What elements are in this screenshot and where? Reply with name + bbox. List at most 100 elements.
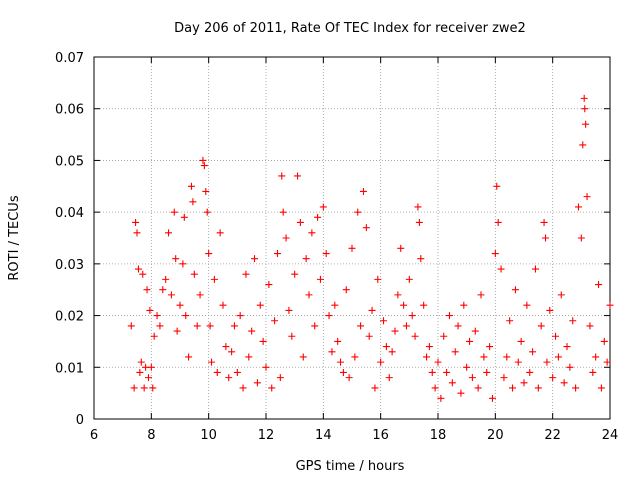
x-tick-label: 16 xyxy=(372,428,389,443)
x-axis-label: GPS time / hours xyxy=(296,459,405,474)
data-point xyxy=(233,368,241,376)
data-point xyxy=(359,187,367,195)
data-point xyxy=(582,120,590,128)
data-point xyxy=(245,353,253,361)
data-point xyxy=(471,327,479,335)
data-point xyxy=(170,208,178,216)
data-point xyxy=(377,358,385,366)
data-point xyxy=(460,301,468,309)
data-point xyxy=(606,301,614,309)
tick-layer: 6 8 10 12 14 16 18 20 22 24 0 0.01 0.02 0.03 0.04 0.05 0… xyxy=(55,51,618,443)
data-point xyxy=(299,353,307,361)
data-point xyxy=(196,291,204,299)
data-point xyxy=(509,384,517,392)
data-point xyxy=(520,379,528,387)
data-point xyxy=(572,384,580,392)
data-point xyxy=(420,301,428,309)
data-point xyxy=(319,203,327,211)
data-point xyxy=(405,275,413,283)
plot-frame xyxy=(93,56,611,420)
data-point xyxy=(314,213,322,221)
data-point xyxy=(159,286,167,294)
data-point xyxy=(408,312,416,320)
data-point xyxy=(144,374,152,382)
data-point xyxy=(511,286,519,294)
data-point xyxy=(477,291,485,299)
data-point xyxy=(517,337,525,345)
data-point xyxy=(497,265,505,273)
data-point xyxy=(448,379,456,387)
data-point xyxy=(414,203,422,211)
data-point xyxy=(190,270,198,278)
data-point xyxy=(483,368,491,376)
data-point xyxy=(285,306,293,314)
data-point xyxy=(325,312,333,320)
data-point xyxy=(276,374,284,382)
data-point xyxy=(185,353,193,361)
data-point xyxy=(451,348,459,356)
data-point xyxy=(311,322,319,330)
y-tick-label: 0.07 xyxy=(55,51,84,66)
data-point xyxy=(503,353,511,361)
data-point xyxy=(443,368,451,376)
data-point xyxy=(560,379,568,387)
data-point xyxy=(268,384,276,392)
data-point xyxy=(415,218,423,226)
data-point xyxy=(143,286,151,294)
data-point xyxy=(526,368,534,376)
data-point xyxy=(291,270,299,278)
x-tick-label: 22 xyxy=(544,428,561,443)
data-point xyxy=(331,301,339,309)
data-point xyxy=(494,218,502,226)
data-point xyxy=(265,281,273,289)
data-point xyxy=(187,182,195,190)
data-point xyxy=(134,265,142,273)
data-point xyxy=(523,301,531,309)
data-point xyxy=(385,374,393,382)
data-point xyxy=(156,322,164,330)
x-tick-label: 24 xyxy=(602,428,619,443)
data-point xyxy=(500,374,508,382)
data-point xyxy=(580,94,588,102)
data-point xyxy=(127,322,135,330)
y-tick-label: 0.06 xyxy=(55,103,84,118)
data-point xyxy=(595,281,603,289)
data-point xyxy=(488,394,496,402)
data-point xyxy=(230,322,238,330)
data-point xyxy=(228,348,236,356)
data-point xyxy=(242,270,250,278)
data-point xyxy=(537,322,545,330)
data-point xyxy=(202,187,210,195)
data-point xyxy=(368,306,376,314)
data-point xyxy=(388,348,396,356)
data-point xyxy=(543,358,551,366)
data-point xyxy=(493,182,501,190)
data-point xyxy=(434,358,442,366)
x-tick-label: 12 xyxy=(258,428,275,443)
data-point xyxy=(253,379,261,387)
x-tick-label: 14 xyxy=(315,428,332,443)
data-point xyxy=(133,229,141,237)
data-point xyxy=(146,306,154,314)
x-tick-label: 18 xyxy=(430,428,447,443)
data-point xyxy=(457,389,465,397)
data-point xyxy=(153,312,161,320)
data-point xyxy=(549,374,557,382)
data-point xyxy=(219,301,227,309)
data-point xyxy=(296,218,304,226)
data-point xyxy=(216,229,224,237)
data-point xyxy=(140,384,148,392)
data-point xyxy=(236,312,244,320)
data-point xyxy=(428,368,436,376)
data-point xyxy=(586,322,594,330)
grid xyxy=(94,57,610,419)
data-point xyxy=(354,208,362,216)
data-point xyxy=(205,250,213,258)
data-point xyxy=(534,384,542,392)
data-point xyxy=(357,322,365,330)
y-tick-label: 0.03 xyxy=(55,258,84,273)
data-point xyxy=(463,363,471,371)
data-point xyxy=(182,312,190,320)
data-point xyxy=(554,353,562,361)
data-point xyxy=(514,358,522,366)
